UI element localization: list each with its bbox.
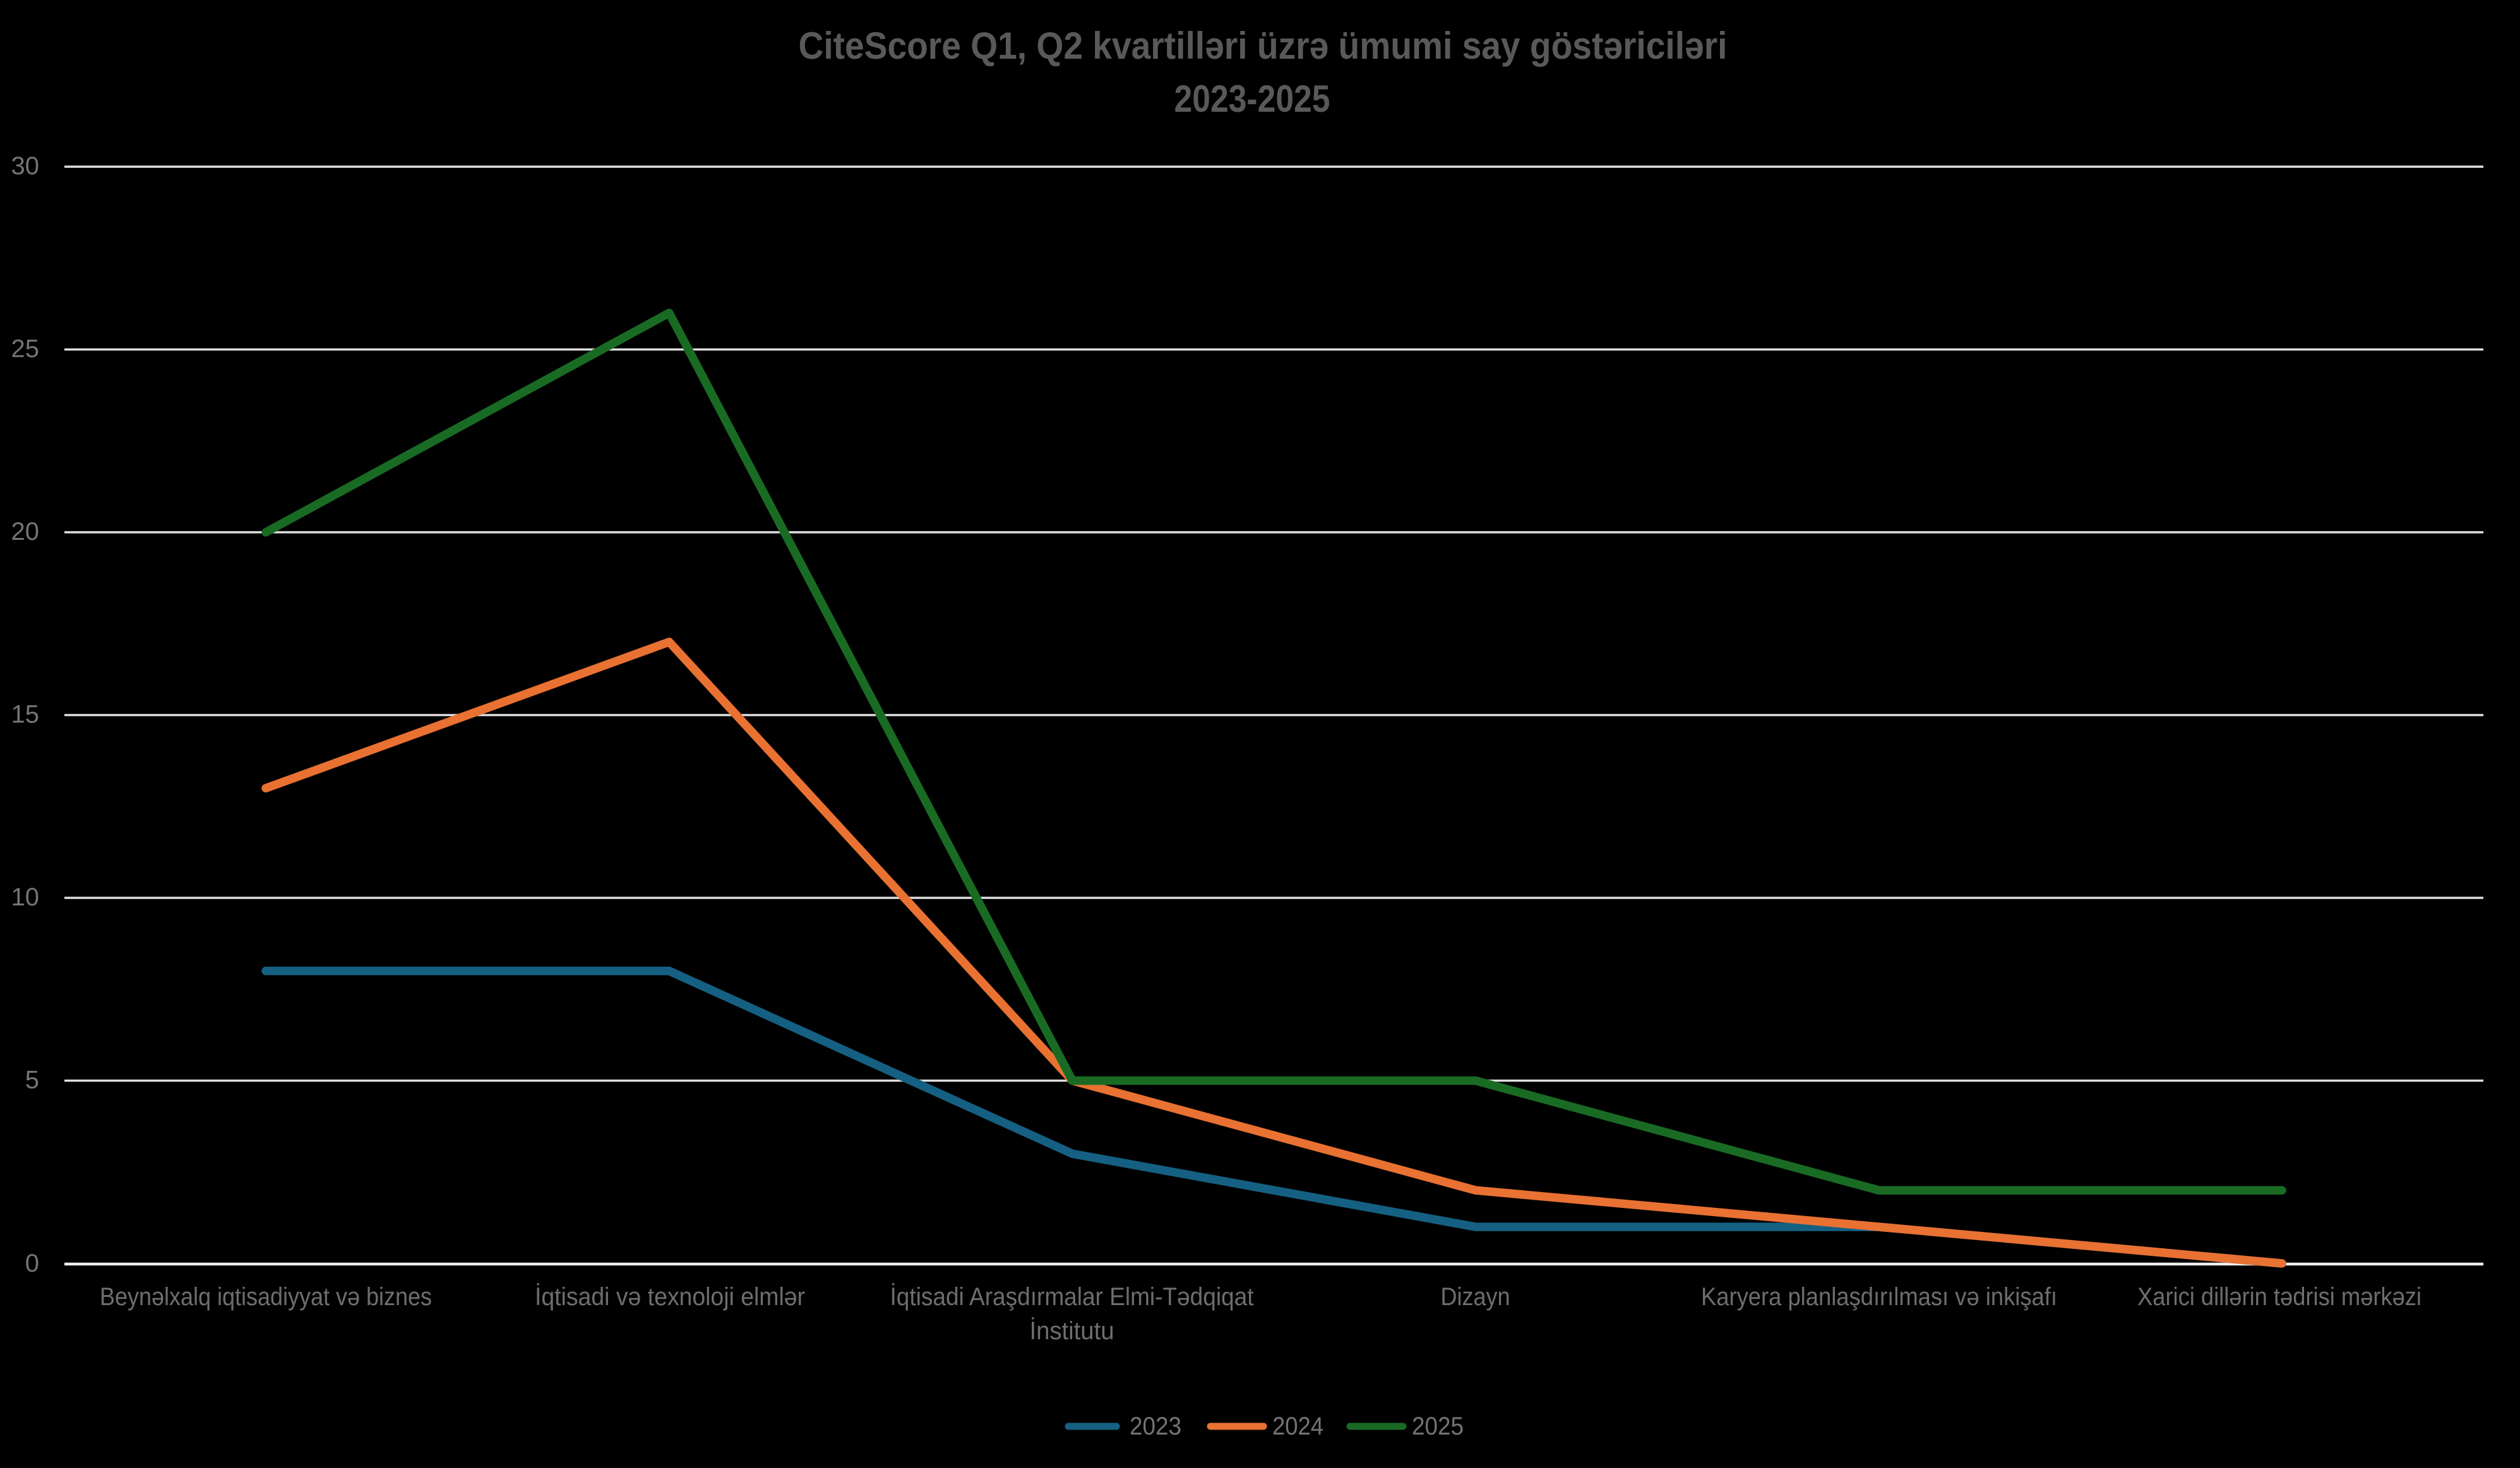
svg-text:CiteScore Q1, Q2 kvartilləri ü: CiteScore Q1, Q2 kvartilləri üzrə ümumi … <box>799 25 1728 67</box>
svg-text:2025: 2025 <box>1412 1412 1464 1440</box>
svg-text:2023-2025: 2023-2025 <box>1174 78 1330 120</box>
svg-text:25: 25 <box>11 335 40 363</box>
svg-text:2024: 2024 <box>1272 1412 1323 1440</box>
svg-text:15: 15 <box>11 701 40 729</box>
svg-text:Karyera planlaşdırılması və in: Karyera planlaşdırılması və inkişafı <box>1701 1283 2057 1311</box>
svg-text:30: 30 <box>11 152 40 180</box>
svg-text:Xarici dillərin tədrisi mərkəz: Xarici dillərin tədrisi mərkəzi <box>2137 1283 2421 1311</box>
svg-text:20: 20 <box>11 518 40 546</box>
svg-text:5: 5 <box>25 1066 39 1094</box>
svg-text:10: 10 <box>11 883 40 911</box>
svg-text:0: 0 <box>25 1250 39 1277</box>
svg-text:Dizayn: Dizayn <box>1441 1283 1510 1311</box>
svg-text:2023: 2023 <box>1130 1412 1181 1440</box>
svg-text:Beynəlxalq iqtisadiyyat və biz: Beynəlxalq iqtisadiyyat və biznes <box>100 1283 432 1311</box>
svg-text:İqtisadi və texnoloji elmlər: İqtisadi və texnoloji elmlər <box>535 1282 805 1311</box>
svg-text:İqtisadi Araşdırmalar Elmi-Təd: İqtisadi Araşdırmalar Elmi-Tədqiqat <box>890 1282 1254 1311</box>
svg-text:İnstitutu: İnstitutu <box>1030 1316 1114 1345</box>
